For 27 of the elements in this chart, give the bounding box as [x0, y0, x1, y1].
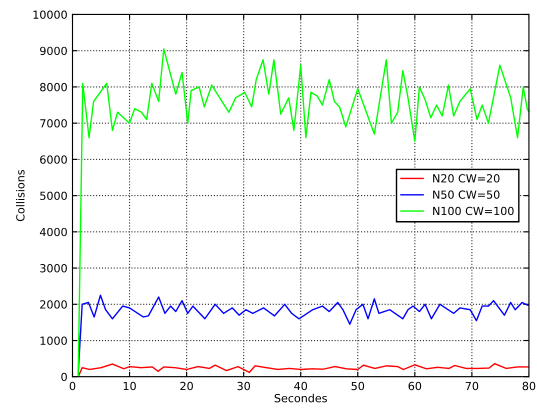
y-tick-label: 7000: [40, 119, 67, 128]
legend-label: N100 CW=100: [433, 206, 514, 216]
x-tick-label: 60: [408, 382, 422, 390]
x-tick-label: 80: [522, 382, 536, 390]
y-tick-label: 6000: [40, 155, 67, 164]
x-tick-label: 50: [352, 382, 364, 390]
y-tick-label: 4000: [40, 228, 67, 236]
y-tick-label: 2000: [40, 300, 67, 309]
x-tick-label: 70: [466, 382, 478, 390]
legend-label: N20 CW=20: [433, 174, 500, 183]
x-axis-title: Secondes: [274, 394, 327, 402]
y-tick-label: 5000: [40, 192, 67, 200]
x-tick-label: 20: [180, 382, 193, 390]
x-tick-label: 10: [124, 382, 136, 390]
x-tick-label: 40: [294, 382, 308, 390]
y-axis-title: Collisions: [16, 170, 25, 222]
line-series: [78, 363, 529, 377]
y-tick-label: 3000: [40, 264, 67, 272]
y-tick-label: 9000: [40, 46, 67, 56]
y-tick-label: 10000: [34, 10, 67, 19]
x-tick-label: 0: [70, 382, 76, 390]
line-series: [78, 48, 529, 377]
y-tick-label: 1000: [40, 336, 67, 345]
y-tick-label: 0: [61, 372, 67, 382]
legend-label: N50 CW=50: [433, 190, 500, 199]
y-tick-label: 8000: [40, 82, 67, 92]
x-tick-label: 30: [237, 382, 250, 390]
